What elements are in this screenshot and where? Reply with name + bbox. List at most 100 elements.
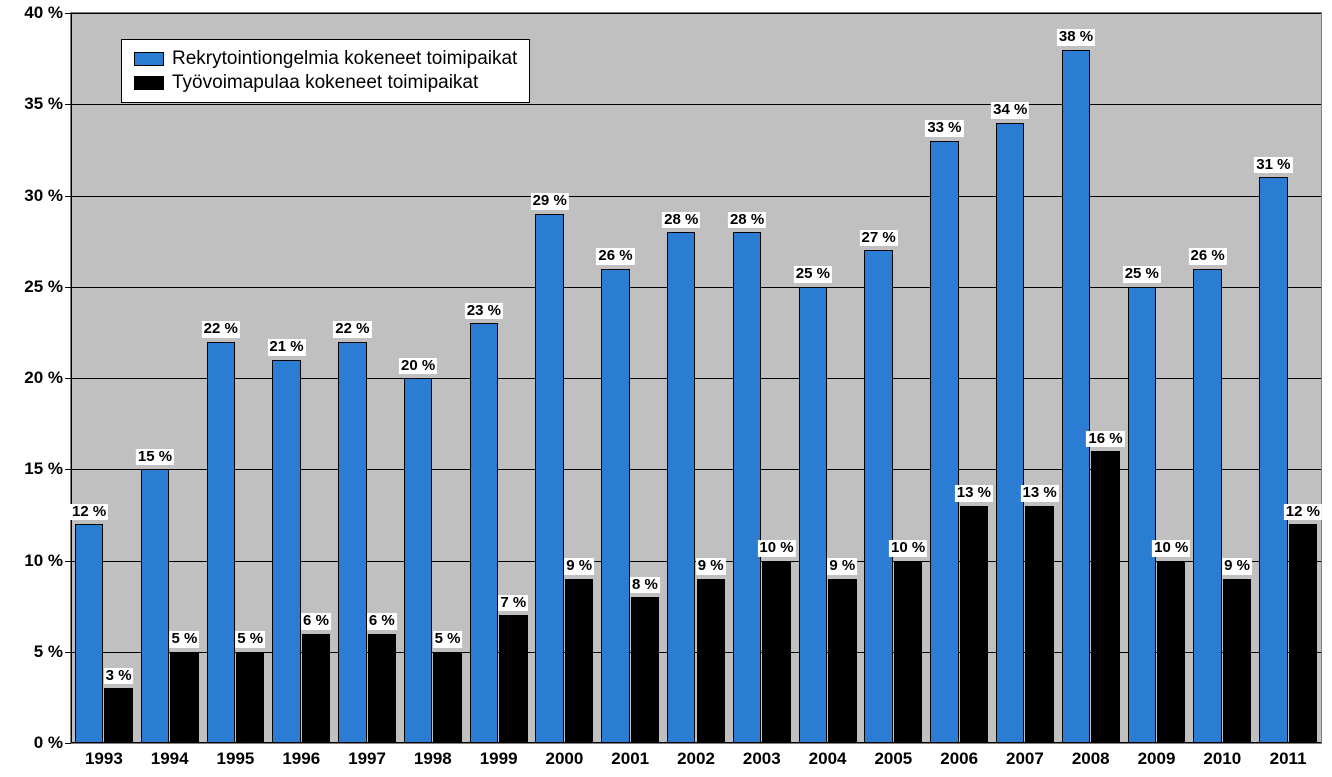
y-axis-label: 20 % xyxy=(24,368,71,388)
bar xyxy=(470,323,498,743)
y-tick xyxy=(65,469,71,470)
bar xyxy=(864,250,892,743)
chart-container: Rekrytointiongelmia kokeneet toimipaikat… xyxy=(0,0,1332,777)
bar xyxy=(104,688,132,743)
bar xyxy=(697,579,725,743)
bar-value-label: 15 % xyxy=(136,449,174,466)
bar-value-label: 6 % xyxy=(301,613,331,630)
bar xyxy=(1289,524,1317,743)
bar-value-label: 34 % xyxy=(991,102,1029,119)
bar-value-label: 9 % xyxy=(564,558,594,575)
bar xyxy=(75,524,103,743)
bar-value-label: 6 % xyxy=(367,613,397,630)
bar xyxy=(1193,269,1221,744)
bar-value-label: 9 % xyxy=(1222,558,1252,575)
bar-value-label: 25 % xyxy=(794,266,832,283)
bar-value-label: 12 % xyxy=(70,504,108,521)
x-axis-label: 1994 xyxy=(151,743,189,769)
bar-value-label: 29 % xyxy=(531,193,569,210)
bar xyxy=(338,342,366,744)
y-tick xyxy=(65,743,71,744)
bar xyxy=(535,214,563,743)
bar-value-label: 28 % xyxy=(662,212,700,229)
bar-value-label: 23 % xyxy=(465,303,503,320)
bar xyxy=(141,469,169,743)
x-axis-label: 2009 xyxy=(1138,743,1176,769)
bar xyxy=(565,579,593,743)
x-axis-label: 2007 xyxy=(1006,743,1044,769)
y-axis-label: 40 % xyxy=(24,3,71,23)
x-axis-label: 2010 xyxy=(1203,743,1241,769)
bar xyxy=(601,269,629,744)
y-tick xyxy=(65,652,71,653)
bar-value-label: 16 % xyxy=(1086,431,1124,448)
bar xyxy=(733,232,761,743)
bar xyxy=(433,652,461,743)
bar-value-label: 21 % xyxy=(267,339,305,356)
bar xyxy=(1223,579,1251,743)
x-axis-label: 2001 xyxy=(611,743,649,769)
x-axis-label: 2003 xyxy=(743,743,781,769)
x-axis-label: 1993 xyxy=(85,743,123,769)
bar-value-label: 5 % xyxy=(169,631,199,648)
bar xyxy=(1091,451,1119,743)
bar xyxy=(207,342,235,744)
bar-value-label: 10 % xyxy=(757,540,795,557)
y-tick xyxy=(65,13,71,14)
bar xyxy=(1128,287,1156,743)
y-tick xyxy=(65,196,71,197)
legend: Rekrytointiongelmia kokeneet toimipaikat… xyxy=(121,39,530,103)
bar xyxy=(236,652,264,743)
bar-value-label: 10 % xyxy=(1152,540,1190,557)
bar-value-label: 10 % xyxy=(889,540,927,557)
x-axis-label: 2008 xyxy=(1072,743,1110,769)
bar xyxy=(894,561,922,744)
bar-value-label: 26 % xyxy=(596,248,634,265)
legend-item: Työvoimapulaa kokeneet toimipaikat xyxy=(134,72,517,94)
bar-value-label: 5 % xyxy=(433,631,463,648)
bar-value-label: 27 % xyxy=(860,230,898,247)
bar-value-label: 8 % xyxy=(630,577,660,594)
y-axis-label: 10 % xyxy=(24,551,71,571)
bar-value-label: 22 % xyxy=(202,321,240,338)
bar xyxy=(404,378,432,743)
bar xyxy=(667,232,695,743)
bar-value-label: 5 % xyxy=(235,631,265,648)
bar-value-label: 33 % xyxy=(925,120,963,137)
legend-swatch xyxy=(134,76,164,90)
bar xyxy=(170,652,198,743)
y-axis-label: 35 % xyxy=(24,94,71,114)
bar xyxy=(272,360,300,743)
bar xyxy=(1062,50,1090,744)
bar-value-label: 9 % xyxy=(696,558,726,575)
x-axis-label: 1999 xyxy=(480,743,518,769)
legend-label: Työvoimapulaa kokeneet toimipaikat xyxy=(172,72,478,94)
bar xyxy=(799,287,827,743)
gridline xyxy=(71,104,1321,105)
y-tick xyxy=(65,104,71,105)
bar-value-label: 22 % xyxy=(333,321,371,338)
x-axis-label: 2000 xyxy=(545,743,583,769)
bar-value-label: 20 % xyxy=(399,358,437,375)
legend-item: Rekrytointiongelmia kokeneet toimipaikat xyxy=(134,48,517,70)
x-axis-label: 2002 xyxy=(677,743,715,769)
bar-value-label: 26 % xyxy=(1188,248,1226,265)
y-tick xyxy=(65,378,71,379)
y-axis-label: 25 % xyxy=(24,277,71,297)
bar-value-label: 13 % xyxy=(1021,485,1059,502)
bar xyxy=(1157,561,1185,744)
x-axis-label: 1996 xyxy=(282,743,320,769)
x-axis-label: 2011 xyxy=(1270,743,1307,769)
bar-value-label: 13 % xyxy=(955,485,993,502)
gridline xyxy=(71,13,1321,14)
bar xyxy=(762,561,790,744)
y-tick xyxy=(65,287,71,288)
x-axis-label: 2004 xyxy=(809,743,847,769)
bar-value-label: 25 % xyxy=(1123,266,1161,283)
x-axis-label: 1995 xyxy=(217,743,255,769)
bar xyxy=(930,141,958,743)
y-axis-label: 30 % xyxy=(24,186,71,206)
bar-value-label: 12 % xyxy=(1284,504,1322,521)
gridline xyxy=(71,196,1321,197)
bar-value-label: 9 % xyxy=(827,558,857,575)
